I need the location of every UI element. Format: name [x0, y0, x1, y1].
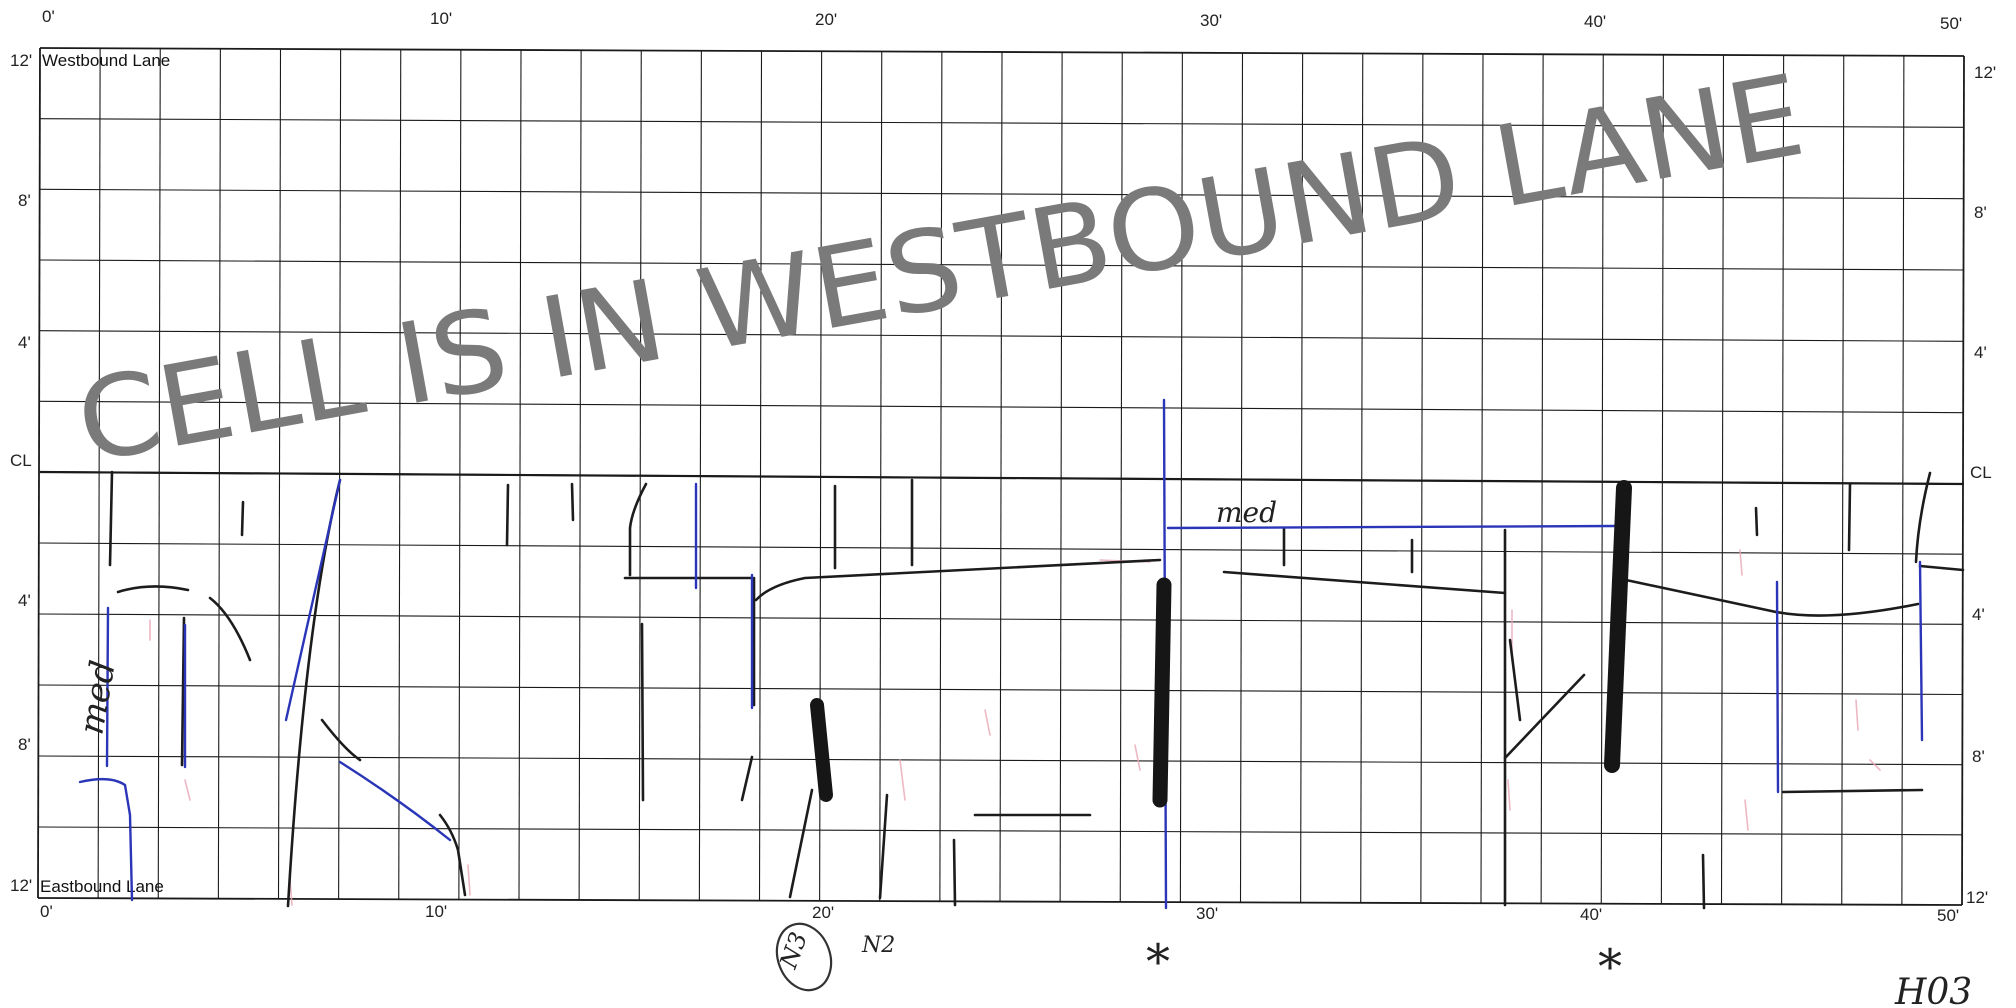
- y-right-cl: CL: [1970, 463, 1992, 482]
- x-tick-bottom-10: 10': [425, 902, 447, 921]
- y-left-12-top: 12': [10, 51, 32, 70]
- x-axis-bottom: 0' 10' 20' 30' 40' 50': [40, 902, 1959, 925]
- circled-note: N3: [774, 922, 833, 992]
- y-axis-left: 12' 8' 4' CL 4' 8' 12': [10, 51, 32, 895]
- grid-row-line: [39, 188, 1965, 200]
- x-tick-top-20: 20': [815, 10, 837, 29]
- y-left-12-bottom: 12': [10, 876, 32, 895]
- centerline: [39, 470, 1965, 486]
- grid-row-line: [37, 826, 1963, 836]
- grid-row-line: [39, 400, 1965, 414]
- x-tick-top-30: 30': [1200, 11, 1222, 30]
- grid-row-line: [37, 613, 1963, 625]
- note-near-circle: N2: [861, 933, 895, 958]
- grid-column-line: [1781, 55, 1785, 905]
- x-tick-bottom-30: 30': [1196, 904, 1218, 923]
- y-right-12-top: 12': [1974, 63, 1996, 82]
- grid-column-line: [1720, 54, 1725, 905]
- y-left-8-bottom: 8': [18, 735, 31, 754]
- y-left-4-top: 4': [18, 333, 31, 352]
- y-left-4-bottom: 4': [18, 591, 31, 610]
- x-tick-top-40: 40': [1584, 12, 1606, 31]
- y-right-4-bottom: 4': [1972, 605, 1985, 624]
- y-left-8-top: 8': [18, 191, 31, 210]
- x-tick-bottom-0: 0': [40, 902, 53, 921]
- x-tick-bottom-40: 40': [1580, 905, 1602, 924]
- grid-row-line: [39, 259, 1965, 271]
- star-mark-30: *: [1146, 934, 1170, 990]
- grid-column-line: [1841, 55, 1845, 905]
- y-right-8-bottom: 8': [1972, 747, 1985, 766]
- grid-column-line: [1660, 54, 1664, 904]
- x-tick-top-0: 0': [42, 7, 55, 26]
- grid-row-line: [37, 542, 1963, 555]
- x-tick-top-10: 10': [430, 9, 452, 28]
- corner-mark: H03: [1894, 972, 1972, 1008]
- grid-row-line: [37, 755, 1963, 766]
- grid-column-line: [1480, 53, 1484, 904]
- y-right-12-bottom: 12': [1966, 888, 1988, 907]
- x-tick-bottom-50: 50': [1937, 906, 1959, 925]
- cell-location-stamp: CELL IS IN WESTBOUND LANE: [68, 51, 1813, 489]
- y-right-8-top: 8': [1974, 203, 1987, 222]
- grid-column-line: [1300, 53, 1304, 903]
- eastbound-lane-label: Eastbound Lane: [40, 877, 164, 896]
- y-axis-right: 12' 8' 4' CL 4' 8' 12': [1966, 63, 1996, 907]
- grid-row-line: [37, 897, 1963, 906]
- grid-column-line: [1540, 54, 1544, 904]
- grid-column-line: [1179, 52, 1183, 903]
- grid-column-line: [1239, 52, 1244, 903]
- grid-row-line: [39, 330, 1965, 342]
- x-axis-top: 0' 10' 20' 30' 40' 50': [42, 7, 1962, 33]
- grid-column-line: [1420, 53, 1424, 904]
- grid-column-line: [999, 51, 1003, 902]
- grid-row-line: [39, 118, 1965, 128]
- med-annotation-top: med: [1216, 496, 1277, 529]
- med-annotation-left: med: [71, 658, 123, 738]
- thick-black-marks: [810, 480, 1632, 808]
- x-tick-bottom-20: 20': [812, 903, 834, 922]
- grid-column-line: [1360, 53, 1364, 903]
- crack-lines: [78, 398, 1965, 910]
- grid-column-line: [37, 47, 41, 899]
- grid-row-line: [39, 47, 1965, 57]
- grid-column-line: [1961, 55, 1965, 906]
- x-tick-top-50: 50': [1940, 14, 1962, 33]
- grid-column-line: [1600, 54, 1604, 904]
- grid-column-line: [1901, 55, 1905, 905]
- grid-column-line: [1059, 52, 1063, 902]
- black-cracks: [108, 470, 1965, 910]
- star-mark-40: *: [1598, 939, 1622, 995]
- westbound-lane-label: Westbound Lane: [42, 51, 170, 70]
- y-left-cl: CL: [10, 451, 32, 470]
- grid-row-line: [37, 684, 1963, 696]
- y-right-4-top: 4': [1974, 343, 1987, 362]
